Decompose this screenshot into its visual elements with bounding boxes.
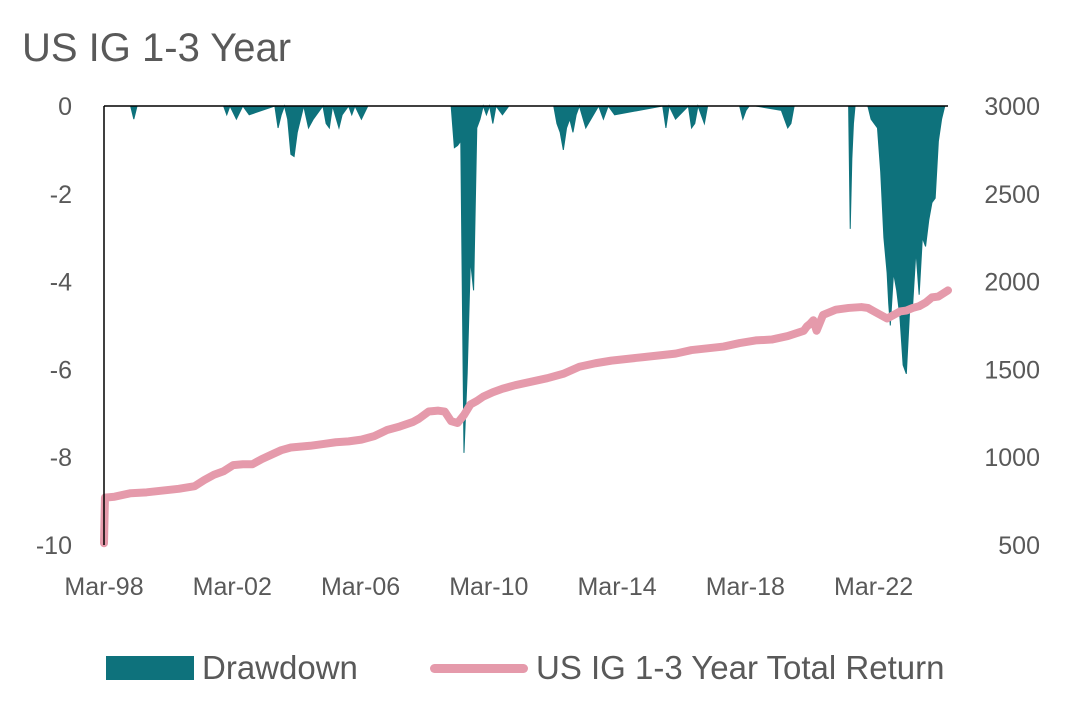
chart-canvas: 0 -2 -4 -6 -8 -10 3000 2500 2000 1500 1000 500 Mar-9…	[36, 93, 1040, 601]
legend-swatch-drawdown	[106, 656, 194, 680]
y-left-tick-label: -2	[50, 181, 72, 209]
legend-item-total-return: US IG 1-3 Year Total Return	[430, 640, 944, 696]
x-tick-label: Mar-02	[193, 573, 272, 601]
y-right-tick-label: 1000	[984, 444, 1040, 472]
x-tick-label: Mar-10	[449, 573, 528, 601]
x-tick-label: Mar-22	[834, 573, 913, 601]
y-left-tick-label: -8	[50, 444, 72, 472]
legend-label-drawdown: Drawdown	[202, 649, 358, 686]
legend-item-drawdown: Drawdown	[106, 640, 358, 696]
x-tick-label: Mar-18	[706, 573, 785, 601]
x-tick-label: Mar-06	[321, 573, 400, 601]
y-right-tick-label: 3000	[984, 93, 1040, 121]
y-left-tick-label: -4	[50, 269, 72, 297]
y-right-tick-label: 2500	[984, 181, 1040, 209]
chart-title: US IG 1-3 Year	[22, 26, 292, 70]
legend-label-total-return: US IG 1-3 Year Total Return	[536, 649, 945, 686]
legend-swatch-total-return	[430, 663, 528, 673]
y-left-tick-label: -6	[50, 356, 72, 384]
y-right-tick-label: 500	[998, 532, 1040, 560]
x-tick-label: Mar-14	[577, 573, 656, 601]
total-return-line	[100, 286, 952, 548]
chart-legend: Drawdown US IG 1-3 Year Total Return	[0, 640, 1071, 696]
y-left-tick-label: -10	[36, 532, 72, 560]
y-right-tick-label: 1500	[984, 356, 1040, 384]
drawdown-area	[104, 104, 948, 453]
y-left-tick-label: 0	[58, 93, 72, 121]
y-right-tick-label: 2000	[984, 269, 1040, 297]
x-tick-label: Mar-98	[64, 573, 143, 601]
